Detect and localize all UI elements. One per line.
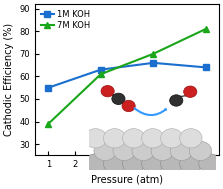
Y-axis label: Cathodic Efficiency (%): Cathodic Efficiency (%): [4, 23, 14, 136]
Circle shape: [122, 100, 135, 112]
7M KOH: [204, 28, 207, 30]
Circle shape: [103, 129, 126, 148]
1M KOH: [47, 87, 50, 89]
Circle shape: [122, 129, 145, 148]
1M KOH: [204, 66, 207, 68]
Circle shape: [112, 93, 125, 105]
Circle shape: [180, 129, 202, 148]
Circle shape: [180, 154, 202, 173]
Circle shape: [122, 154, 145, 173]
Circle shape: [142, 154, 164, 173]
Line: 7M KOH: 7M KOH: [45, 26, 209, 127]
Legend: 1M KOH, 7M KOH: 1M KOH, 7M KOH: [39, 8, 92, 31]
Circle shape: [189, 141, 212, 161]
FancyArrowPatch shape: [134, 108, 166, 115]
7M KOH: [99, 73, 102, 75]
Circle shape: [170, 95, 183, 106]
Circle shape: [170, 141, 192, 161]
Circle shape: [151, 141, 173, 161]
7M KOH: [152, 53, 155, 55]
7M KOH: [47, 123, 50, 125]
Circle shape: [84, 129, 107, 148]
Circle shape: [142, 129, 164, 148]
Circle shape: [132, 141, 154, 161]
Circle shape: [103, 154, 126, 173]
1M KOH: [99, 68, 102, 71]
X-axis label: Pressure (atm): Pressure (atm): [91, 175, 163, 185]
Circle shape: [199, 154, 221, 173]
Circle shape: [113, 141, 135, 161]
Circle shape: [184, 86, 197, 97]
Circle shape: [161, 154, 183, 173]
Circle shape: [101, 85, 114, 97]
Circle shape: [161, 129, 183, 148]
Line: 1M KOH: 1M KOH: [45, 60, 209, 91]
1M KOH: [152, 62, 155, 64]
Circle shape: [84, 154, 107, 173]
Circle shape: [94, 141, 116, 161]
